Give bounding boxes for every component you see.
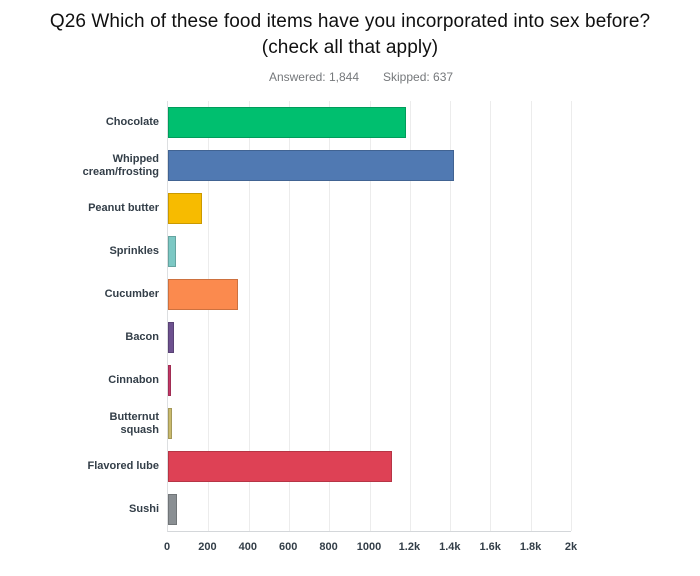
gridline — [530, 101, 532, 531]
gridline — [288, 101, 290, 531]
category-label-cell: Sprinkles — [0, 230, 167, 273]
x-tick-label: 1.4k — [439, 541, 461, 553]
category-label-cell: Butternut squash — [0, 402, 167, 445]
x-tick-label: 1.8k — [519, 541, 542, 553]
skipped-count: Skipped: 637 — [383, 70, 454, 84]
chart-row — [168, 144, 571, 187]
chart-row — [168, 187, 571, 230]
bar-whipped-cream-frosting[interactable] — [168, 150, 455, 181]
x-tick-label: 800 — [319, 541, 338, 553]
x-tick-label: 200 — [198, 541, 217, 553]
x-tick-label: 400 — [238, 541, 257, 553]
x-tick-label: 0 — [163, 541, 171, 553]
gridline — [369, 101, 371, 531]
category-label-cell: Chocolate — [0, 101, 167, 144]
category-label: Sushi — [129, 503, 159, 515]
category-label: Cinnabon — [108, 374, 159, 386]
category-label-cell: Sushi — [0, 488, 167, 531]
bar-butternut-squash[interactable] — [168, 408, 173, 439]
bar-sprinkles[interactable] — [168, 236, 177, 267]
x-tick-label: 1.6k — [479, 541, 501, 553]
chart-row — [168, 488, 571, 531]
gridline — [490, 101, 492, 531]
gridline — [329, 101, 331, 531]
category-label: Bacon — [125, 331, 159, 343]
x-tick-label: 600 — [279, 541, 298, 553]
chart-row — [168, 359, 571, 402]
question-title: Q26 Which of these food items have you i… — [49, 11, 651, 58]
chart-row — [168, 273, 571, 316]
category-label-cell: Cinnabon — [0, 359, 167, 402]
response-stats: Answered: 1,844 Skipped: 637 — [0, 70, 700, 84]
category-labels-column: Chocolate Whipped cream/frosting Peanut bu… — [0, 101, 167, 532]
bar-peanut-butter[interactable] — [168, 193, 203, 224]
bar-bacon[interactable] — [168, 322, 175, 353]
gridline — [450, 101, 452, 531]
category-label: Peanut butter — [88, 202, 159, 214]
x-tick-label: 1000 — [356, 541, 382, 553]
category-label: Butternut squash — [109, 410, 160, 436]
bar-sushi[interactable] — [168, 494, 178, 525]
chart-row — [168, 101, 571, 144]
chart-row — [168, 316, 571, 359]
answered-count: Answered: 1,844 — [268, 70, 359, 84]
chart-body: Chocolate Whipped cream/frosting Peanut bu… — [0, 101, 700, 532]
bar-flavored-lube[interactable] — [168, 451, 392, 482]
category-label: Cucumber — [104, 288, 159, 300]
category-label-cell: Flavored lube — [0, 445, 167, 488]
category-label-cell: Peanut butter — [0, 187, 167, 230]
category-label: Flavored lube — [87, 460, 159, 472]
plot-area — [167, 101, 572, 532]
category-label-cell: Cucumber — [0, 273, 167, 316]
bar-cinnabon[interactable] — [168, 365, 171, 396]
category-label-cell: Whipped cream/frosting — [0, 144, 167, 187]
gridline — [409, 101, 411, 531]
gridline — [248, 101, 250, 531]
category-label-cell: Bacon — [0, 316, 167, 359]
gridline — [571, 101, 572, 531]
chart-row — [168, 402, 571, 445]
chart-row — [168, 445, 571, 488]
category-label: Chocolate — [105, 116, 159, 128]
category-label: Sprinkles — [109, 245, 159, 257]
x-tick-label: 2k — [564, 541, 578, 553]
x-tick-label: 1.2k — [398, 541, 421, 553]
bar-cucumber[interactable] — [168, 279, 238, 310]
chart-row — [168, 230, 571, 273]
bar-chart: Chocolate Whipped cream/frosting Peanut bu… — [0, 101, 700, 562]
gridline — [208, 101, 210, 531]
category-label: Whipped cream/frosting — [82, 152, 159, 178]
bar-chocolate[interactable] — [168, 107, 406, 138]
x-axis: 0 200 400 600 800 1000 1.2k 1.4k 1.6k 1.8k 2k — [163, 532, 577, 562]
